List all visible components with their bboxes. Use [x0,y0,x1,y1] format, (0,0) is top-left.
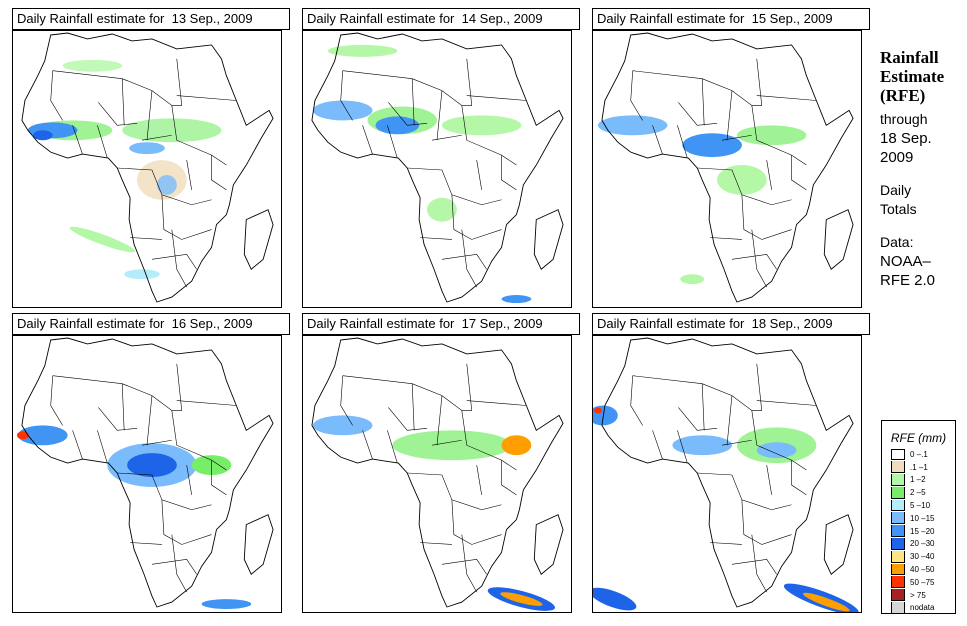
legend-item: 20 –30 [891,538,955,551]
rainfall-map[interactable] [302,30,572,308]
panel-title: Daily Rainfall estimate for 14 Sep., 200… [302,8,580,30]
totals-label: Totals [880,201,917,217]
legend-label: 30 –40 [910,552,935,562]
legend-swatch [891,461,905,474]
legend-swatch [891,525,905,538]
data-label: Data: [880,234,914,250]
legend-item: > 75 [891,589,955,602]
heading-line: Estimate [880,67,945,86]
legend-swatch [891,602,905,614]
legend-swatch [891,512,905,525]
legend-item: 30 –40 [891,550,955,563]
legend-label: 40 –50 [910,565,935,575]
panel-title: Daily Rainfall estimate for 17 Sep., 200… [302,313,580,335]
legend-title: RFE (mm) [890,431,947,445]
legend-item: 50 –75 [891,576,955,589]
legend-label: nodata [910,603,935,613]
legend-swatch [891,563,905,576]
legend-label: 0 –.1 [910,449,928,459]
heading-line: (RFE) [880,86,926,105]
country-borders [601,32,854,303]
panel-title: Daily Rainfall estimate for 15 Sep., 200… [592,8,870,30]
legend-label: 1 –2 [910,475,926,485]
rain-areas [593,405,859,612]
legend-label: 2 –5 [910,488,926,498]
color-legend: RFE (mm) 0 –.1 .1 –1 1 –2 2 –5 5 –10 10 –15 15… [881,420,956,614]
panel-title: Daily Rainfall estimate for 16 Sep., 200… [12,313,290,335]
legend-label: 5 –10 [910,501,931,511]
legend-item: 2 –5 [891,486,955,499]
panel-title: Daily Rainfall estimate for 13 Sep., 200… [12,8,290,30]
rainfall-map[interactable] [302,335,572,613]
through-date: 18 Sep. [880,130,932,147]
legend-swatch [891,474,905,486]
legend-swatch [891,538,905,550]
totals-label: Daily [880,182,912,198]
through-date: 2009 [880,149,914,166]
legend-item: 40 –50 [891,563,955,576]
rainfall-map[interactable] [12,30,282,308]
legend-swatch [891,486,905,499]
sidebar-info: Rainfall Estimate (RFE) through 18 Sep. … [880,48,965,290]
rainfall-map[interactable] [592,335,862,613]
rain-areas [312,44,532,303]
legend-item: 15 –20 [891,525,955,538]
legend-swatch [891,448,905,461]
rain-areas [27,59,222,280]
panel-title: Daily Rainfall estimate for 18 Sep., 200… [592,313,870,335]
legend-label: .1 –1 [910,462,928,472]
legend-item: 5 –10 [891,499,955,512]
legend-swatch [891,499,905,512]
legend-swatch [891,589,905,602]
rain-areas [597,115,807,285]
legend-item: 10 –15 [891,512,955,525]
country-borders [311,32,564,303]
data-source: NOAA– [880,253,931,270]
legend-label: > 75 [910,590,926,600]
through-label: through [880,111,928,127]
heading-line: Rainfall [880,48,939,67]
rain-areas [16,425,252,609]
rainfall-map[interactable] [12,335,282,613]
data-source: RFE 2.0 [880,272,936,289]
legend-item: .1 –1 [891,461,955,474]
country-borders [311,337,564,608]
country-borders [601,337,854,608]
legend-item: nodata [891,602,955,615]
legend-swatch [891,550,905,563]
legend-item: 1 –2 [891,474,955,487]
legend-label: 15 –20 [910,526,935,536]
rainfall-map[interactable] [592,30,862,308]
legend-swatch [891,576,905,589]
legend-item: 0 –.1 [891,448,955,461]
legend-label: 10 –15 [910,513,935,523]
legend-label: 20 –30 [910,539,935,549]
rain-areas [312,415,555,611]
legend-label: 50 –75 [910,577,935,587]
